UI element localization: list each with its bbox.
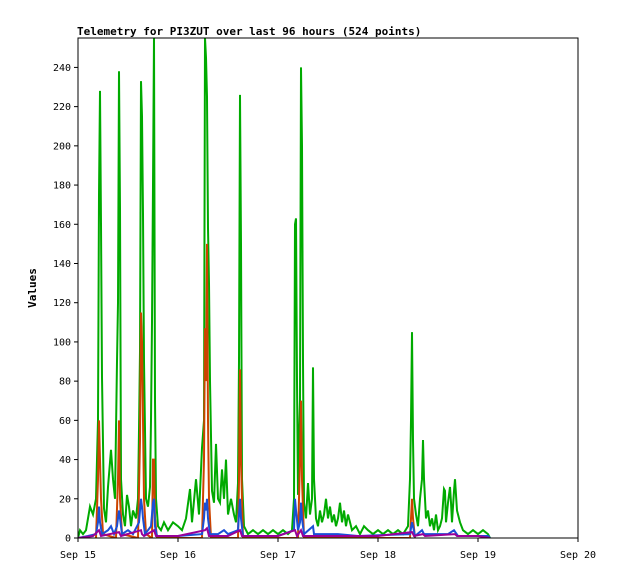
plot-frame [77,37,579,539]
y-tick-label: 20 [59,494,71,505]
x-tick-label: Sep 19 [460,550,496,561]
x-tick-label: Sep 20 [560,550,596,561]
y-tick-label: 200 [53,141,71,152]
y-tick-label: 180 [53,181,71,192]
y-tick-label: 120 [53,298,71,309]
y-tick-label: 220 [53,102,71,113]
plot-area [78,38,578,538]
series-line-4 [78,526,491,538]
x-tick-label: Sep 17 [260,550,296,561]
x-tick-label: Sep 16 [160,550,196,561]
x-tick-label: Sep 18 [360,550,396,561]
y-tick-label: 140 [53,259,71,270]
y-tick-label: 240 [53,63,71,74]
y-tick-label: 160 [53,220,71,231]
y-tick-label: 0 [65,534,71,545]
x-tick-label: Sep 15 [60,550,96,561]
series-line-2 [95,243,416,538]
y-tick-label: 100 [53,337,71,348]
y-axis-label: Values [26,268,39,308]
y-tick-label: 40 [59,455,71,466]
y-tick-label: 60 [59,416,71,427]
chart-title: Telemetry for PI3ZUT over last 96 hours … [77,25,421,38]
y-tick-label: 80 [59,377,71,388]
